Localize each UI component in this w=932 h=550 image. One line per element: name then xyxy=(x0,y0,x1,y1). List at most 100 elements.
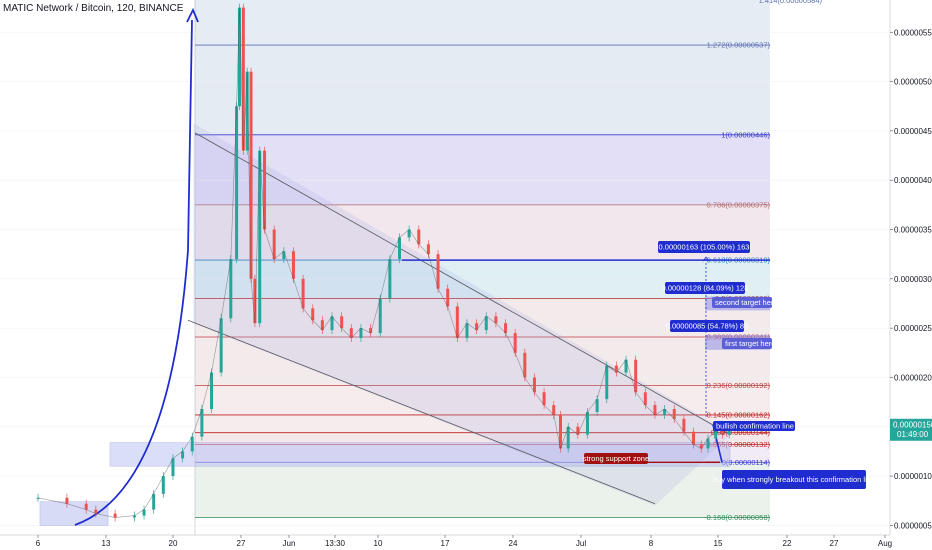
x-tick-label: 13 xyxy=(102,539,111,548)
candle-body xyxy=(36,497,40,499)
candle-body xyxy=(672,409,676,419)
fib-label: 1(0.00000446) xyxy=(721,130,770,139)
candle-body xyxy=(190,436,194,452)
candle-body xyxy=(692,431,696,445)
candle-body xyxy=(311,308,315,321)
first-target-box xyxy=(722,338,772,349)
fib-label: 0.145(0.00000162) xyxy=(707,410,771,419)
candle-body xyxy=(426,244,430,255)
x-tick-label: 27 xyxy=(830,539,839,548)
candle-body xyxy=(566,426,570,449)
fib-label: 1.272(0.00000537) xyxy=(707,41,771,50)
x-tick-label: 13:30 xyxy=(325,539,346,548)
measure-arrow xyxy=(702,256,710,262)
candle-body xyxy=(210,372,214,410)
candle-body xyxy=(200,409,204,437)
x-tick-label: 6 xyxy=(36,539,41,548)
candle-body xyxy=(235,106,239,260)
target1-label: 0.00000085 (54.78%) 85 xyxy=(666,322,749,331)
target2-box xyxy=(665,282,745,294)
candle-body xyxy=(359,328,363,339)
parabolic-curve xyxy=(74,19,193,526)
candle-body xyxy=(171,458,175,477)
fib-label: 0.786(0.00000375) xyxy=(707,200,771,209)
candle-body xyxy=(494,316,498,324)
candle-body xyxy=(272,229,276,260)
candle-body xyxy=(532,377,536,393)
buy-label: buy when strongly breakout this confirma… xyxy=(713,475,875,484)
candle-body xyxy=(595,399,599,412)
candle-body xyxy=(417,229,421,245)
chart-title: MATIC Network / Bitcoin, 120, BINANCE xyxy=(3,3,184,14)
candle-body xyxy=(484,316,488,331)
parabolic-arrow-head xyxy=(186,7,199,23)
fib-label: 0(0.00000114) xyxy=(722,458,771,467)
candle-body xyxy=(253,278,257,324)
y-axis-bg xyxy=(890,0,932,550)
candle-body xyxy=(378,298,382,334)
fib-label: 0.236(0.00000192) xyxy=(707,381,771,390)
channel-upper-line xyxy=(194,132,731,436)
candle-body xyxy=(585,411,589,435)
first-target-label: first target here xyxy=(725,339,775,348)
candle-body xyxy=(113,513,117,518)
candle-body xyxy=(241,7,245,151)
candle-body xyxy=(475,323,479,331)
fib-zone xyxy=(195,45,770,135)
last-price-time: 01:49:00 xyxy=(897,430,929,439)
candle-body xyxy=(258,150,262,324)
confirmation-box xyxy=(713,421,795,431)
candle-body xyxy=(523,352,527,378)
candle-body xyxy=(576,426,580,435)
candle-body xyxy=(181,451,185,459)
target1-box xyxy=(670,320,744,332)
candle-body xyxy=(388,259,392,299)
target3-label: 0.00000163 (105.00%) 163 xyxy=(659,243,750,252)
candle-body xyxy=(653,405,657,415)
x-tick-label: Aug xyxy=(878,539,892,548)
candle-body xyxy=(624,359,628,373)
candle-body xyxy=(682,418,686,432)
candle-body xyxy=(340,316,344,329)
candle-body xyxy=(504,323,508,334)
fib-label: 0.09(0.00000144) xyxy=(711,428,771,437)
fib-label: -0.168(0.00000058) xyxy=(704,513,770,522)
buy-box xyxy=(722,470,866,489)
channel-lower-line xyxy=(187,319,656,505)
fib-label-top: 1.414(0.00000584) xyxy=(759,0,823,5)
confirmation-label: bullish confirmation line xyxy=(716,422,794,431)
target2-label: 0.00000128 (84.09%) 128 xyxy=(662,284,749,293)
x-tick-label: 8 xyxy=(649,539,654,548)
support-label: strong support zone xyxy=(583,454,649,463)
candle-body xyxy=(714,430,718,439)
second-target-box xyxy=(712,297,772,308)
candle-body xyxy=(720,430,724,435)
candle-body xyxy=(291,251,295,279)
candle-body xyxy=(398,237,401,260)
x-tick-label: 27 xyxy=(237,539,246,548)
x-tick-label: Jul xyxy=(576,539,586,548)
candle-body xyxy=(349,328,353,339)
candle-body xyxy=(320,320,324,331)
candle-body xyxy=(152,493,156,510)
fib-zone-top xyxy=(195,0,770,46)
candle-body xyxy=(699,444,703,449)
candle-body xyxy=(142,509,146,516)
candle-body xyxy=(84,503,88,510)
candle-body xyxy=(301,278,305,309)
target3-box xyxy=(658,241,750,253)
candle-body xyxy=(237,7,241,107)
candle-body xyxy=(465,323,469,339)
x-tick-label: Jun xyxy=(283,539,296,548)
